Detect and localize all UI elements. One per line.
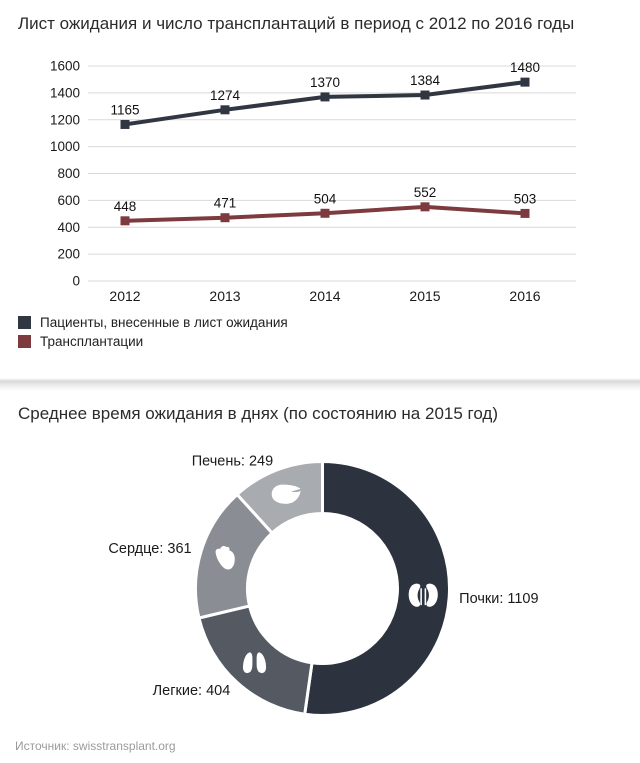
kidneys-icon-shape <box>408 583 421 607</box>
data-label: 1165 <box>110 102 139 117</box>
lungs-icon-shape <box>242 652 253 674</box>
donut-chart-title: Среднее время ожидания в днях (по состоя… <box>18 404 499 423</box>
data-point-marker <box>320 92 330 102</box>
data-point-marker <box>520 77 530 87</box>
data-point-marker <box>420 202 430 212</box>
x-tick-label: 2013 <box>209 288 240 304</box>
y-tick-label: 1600 <box>50 59 80 74</box>
line-chart-title: Лист ожидания и число трансплантаций в п… <box>18 14 575 33</box>
data-label: 1370 <box>310 75 340 90</box>
data-point-marker <box>320 208 330 218</box>
slice-label: Печень: 249 <box>192 454 273 470</box>
data-label: 471 <box>214 196 237 211</box>
data-label: 504 <box>314 191 337 206</box>
line-chart-svg: 0 200 400 600 800 1000 1200 1400 1600 2012 2013 201… <box>50 59 576 304</box>
donut-slice <box>303 460 451 717</box>
legend-item: Трансплантации <box>18 334 288 349</box>
donut-chart-svg: Почки: 1109 Легкие: 404 Сердце: 361 Печень:… <box>108 454 539 717</box>
y-tick-label: 600 <box>57 193 80 208</box>
heart-icon <box>215 545 235 570</box>
slice-label: Сердце: 361 <box>108 541 191 557</box>
x-tick-label: 2014 <box>309 288 340 304</box>
slice-label: Почки: 1109 <box>459 591 538 607</box>
y-tick-label: 1000 <box>50 139 80 154</box>
y-tick-label: 0 <box>72 274 80 289</box>
y-tick-label: 1200 <box>50 112 80 127</box>
legend-swatch <box>18 316 31 329</box>
kidneys-icon <box>408 583 438 607</box>
data-point-marker <box>420 90 430 100</box>
kidneys-icon-shape <box>420 588 422 606</box>
x-tick-label: 2016 <box>509 288 540 304</box>
data-label: 503 <box>514 191 537 206</box>
kidneys-icon-shape <box>426 583 438 607</box>
data-point-marker <box>120 216 130 226</box>
data-label: 1480 <box>510 60 540 75</box>
data-label: 1384 <box>410 73 441 88</box>
x-tick-label: 2015 <box>409 288 440 304</box>
legend-label: Пациенты, внесенные в лист ожидания <box>40 315 288 330</box>
legend-swatch <box>18 335 31 348</box>
lungs-icon-shape <box>256 652 267 674</box>
source-note: Источник: swisstransplant.org <box>15 739 176 753</box>
liver-icon-shape <box>271 484 301 504</box>
data-label: 1274 <box>210 88 241 103</box>
slice-label: Легкие: 404 <box>153 683 231 699</box>
data-label: 448 <box>114 199 137 214</box>
legend-label: Трансплантации <box>40 334 144 349</box>
data-label: 552 <box>414 185 437 200</box>
data-point-marker <box>520 208 530 218</box>
legend-item: Пациенты, внесенные в лист ожидания <box>18 315 288 330</box>
data-point-marker <box>220 105 230 115</box>
heart-icon-shape <box>215 545 235 570</box>
y-tick-label: 800 <box>57 166 80 181</box>
lungs-icon <box>242 652 267 674</box>
x-tick-label: 2012 <box>109 288 140 304</box>
y-tick-label: 1400 <box>50 85 80 100</box>
line-chart-legend: Пациенты, внесенные в лист ожидания Транс… <box>18 315 288 349</box>
section-divider <box>0 378 640 391</box>
kidneys-icon-shape <box>424 588 427 606</box>
data-point-marker <box>220 213 230 223</box>
y-tick-label: 400 <box>57 220 80 235</box>
liver-icon <box>271 484 301 504</box>
y-tick-label: 200 <box>57 247 80 262</box>
data-point-marker <box>120 119 130 129</box>
